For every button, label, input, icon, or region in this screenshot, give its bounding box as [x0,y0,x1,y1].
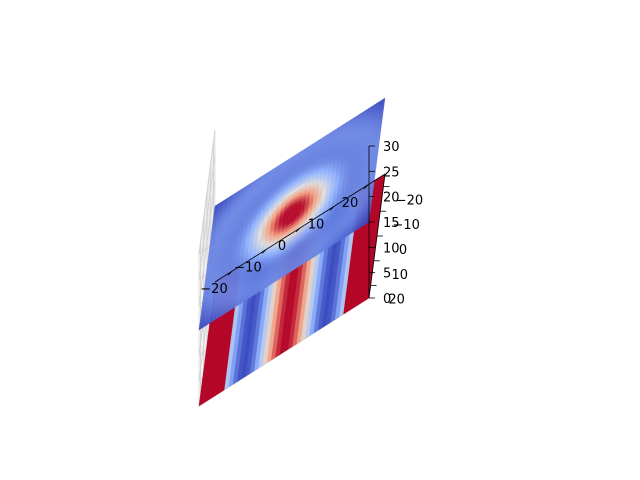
x-tick-label: 0 [278,239,286,254]
z-tick-label: 30 [383,140,400,155]
z-tick-label: 10 [383,241,400,256]
x-tick-label: −10 [234,261,261,276]
z-tick-label: 25 [383,165,400,180]
z-tick-label: 5 [383,267,391,282]
y-tick-label: 10 [392,268,409,283]
x-tick-label: 10 [308,217,325,232]
x-tick-label: −20 [200,282,227,297]
z-tick-label: 0 [383,292,391,307]
z-tick-label: 20 [383,191,400,206]
y-tick-label: −20 [396,193,423,208]
y-tick-label: 0 [399,243,407,258]
surfaces [198,97,386,407]
x-tick-label: 20 [342,196,359,211]
z-tick-label: 15 [383,216,400,231]
